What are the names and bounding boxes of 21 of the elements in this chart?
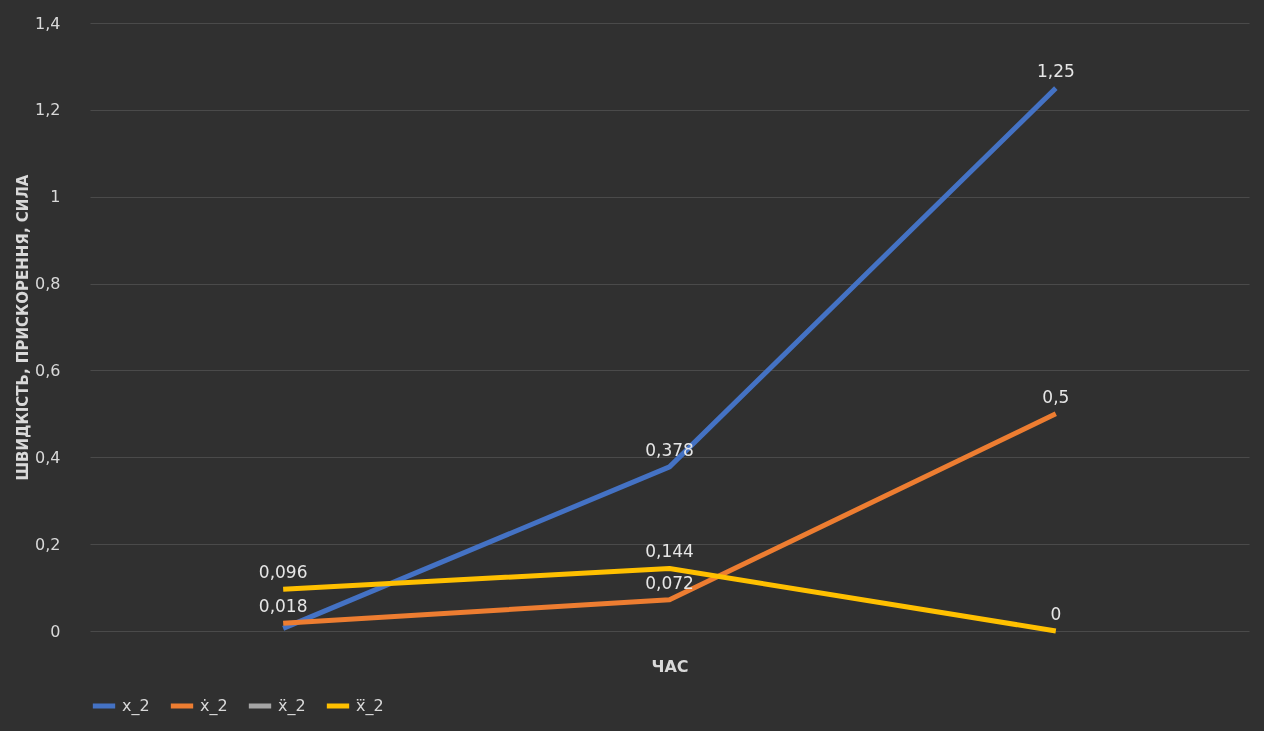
x-axis-title: ЧАС [651, 656, 689, 676]
data-label: 0 [1050, 604, 1062, 624]
legend-label: ẋ_2 [200, 696, 228, 716]
y-axis-title: ШВИДКІСТЬ, ПРИСКОРЕННЯ, СИЛА [14, 174, 33, 481]
data-label: 1,25 [1036, 61, 1075, 82]
data-label: 0,096 [258, 562, 308, 583]
y-tick-label: 1,2 [35, 100, 61, 120]
legend-label: ẍ_2 [278, 696, 306, 716]
legend-label: x_2 [122, 696, 150, 716]
legend-label: x⃛_2 [356, 696, 384, 716]
y-tick-label: 1 [50, 187, 61, 207]
y-tick-label: 0,2 [35, 534, 61, 554]
data-label: 0,5 [1042, 386, 1070, 407]
y-tick-label: 0,6 [35, 360, 61, 380]
data-label: 0,072 [645, 572, 694, 593]
data-label: 0,018 [258, 596, 308, 617]
y-tick-label: 1,4 [35, 13, 61, 33]
y-tick-label: 0,8 [35, 274, 61, 294]
data-label: 0,144 [645, 541, 694, 562]
y-tick-label: 0,4 [35, 447, 61, 467]
y-tick-label: 0 [50, 621, 61, 641]
